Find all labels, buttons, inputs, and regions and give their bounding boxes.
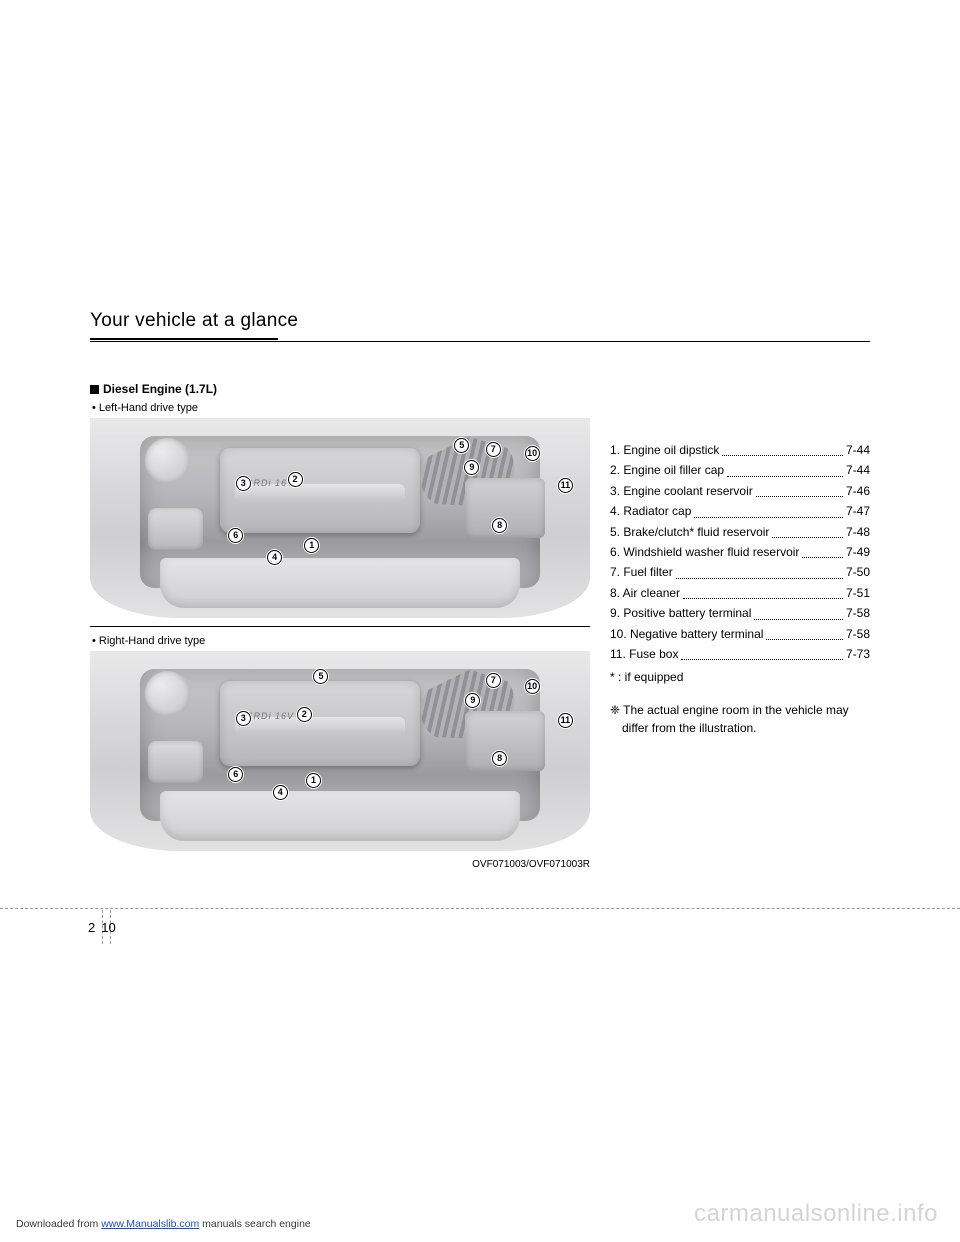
spec-page-ref: 7-58 [846, 603, 870, 623]
square-bullet-icon [90, 385, 99, 394]
spec-label: 11. Fuse box [610, 644, 678, 664]
spec-page-ref: 7-44 [846, 460, 870, 480]
spec-page-ref: 7-50 [846, 562, 870, 582]
figure-reference-code: OVF071003/OVF071003R [90, 859, 590, 870]
engine-cover-shape [220, 448, 420, 533]
title-underline-thick [90, 338, 278, 340]
spec-line: 6. Windshield washer fluid reservoir 7-49 [610, 542, 870, 562]
engine-badge-text: CRDi 16V [246, 478, 294, 488]
page-number-value: 10 [101, 920, 115, 935]
watermark-text: carmanualsonline.info [694, 1200, 938, 1228]
spec-list: 1. Engine oil dipstick7-442. Engine oil … [610, 440, 870, 664]
spec-page-ref: 7-58 [846, 624, 870, 644]
content-area: Your vehicle at a glance Diesel Engine (… [90, 310, 870, 870]
washer-reservoir-shape [148, 508, 203, 550]
drive-type-label-b: • Right-Hand drive type [92, 635, 600, 647]
section-title: Your vehicle at a glance [90, 310, 870, 338]
engine-badge-text: CRDi 16V [246, 711, 294, 721]
diagram-divider [90, 626, 590, 627]
if-equipped-note: * : if equipped [610, 670, 870, 684]
reservoir-shape [145, 671, 190, 716]
leader-dots [681, 644, 842, 660]
spec-page-ref: 7-51 [846, 583, 870, 603]
callout-marker: 3 [236, 711, 251, 726]
callout-marker: 4 [273, 785, 288, 800]
spec-page-ref: 7-44 [846, 440, 870, 460]
callout-marker: 1 [306, 773, 321, 788]
reservoir-shape [145, 438, 190, 483]
spec-line: 11. Fuse box 7-73 [610, 644, 870, 664]
engine-heading: Diesel Engine (1.7L) [90, 382, 600, 396]
illustration-differ-note: ❈ The actual engine room in the vehicle … [610, 702, 870, 737]
spec-page-ref: 7-47 [846, 501, 870, 521]
callout-marker: 2 [288, 472, 303, 487]
chapter-number: 2 [88, 920, 95, 935]
footer-prefix: Downloaded from [16, 1218, 101, 1230]
title-underline-full [90, 341, 870, 342]
leader-dots [772, 522, 843, 538]
engine-diagram-right-hand: CRDi 16V 1234567891011 [90, 651, 590, 851]
page: Your vehicle at a glance Diesel Engine (… [0, 0, 960, 1242]
front-panel-shape [160, 791, 520, 841]
spec-page-ref: 7-49 [846, 542, 870, 562]
leader-dots [754, 603, 843, 619]
leader-dots [722, 440, 843, 456]
engine-diagram-left-hand: CRDi 16V 1234567891011 [90, 418, 590, 618]
spec-list-column: 1. Engine oil dipstick7-442. Engine oil … [610, 382, 870, 870]
washer-reservoir-shape [148, 741, 203, 783]
leader-dots [756, 481, 843, 497]
spec-line: 8. Air cleaner 7-51 [610, 583, 870, 603]
callout-marker: 10 [525, 679, 540, 694]
engine-cover-shape [220, 681, 420, 766]
footer-suffix: manuals search engine [199, 1218, 311, 1230]
leader-dots [683, 583, 843, 599]
spec-label: 9. Positive battery terminal [610, 603, 751, 623]
spec-line: 2. Engine oil filler cap 7-44 [610, 460, 870, 480]
spec-label: 1. Engine oil dipstick [610, 440, 719, 460]
callout-marker: 6 [228, 528, 243, 543]
front-panel-shape [160, 558, 520, 608]
page-number: 2 10 [88, 920, 116, 935]
spec-label: 4. Radiator cap [610, 501, 691, 521]
download-footer: Downloaded from www.Manualslib.com manua… [16, 1218, 311, 1230]
leader-dots [727, 460, 843, 476]
spec-page-ref: 7-46 [846, 481, 870, 501]
spec-line: 5. Brake/clutch* fluid reservoir 7-48 [610, 522, 870, 542]
footer-dashed-rule [0, 908, 960, 909]
leader-dots [802, 542, 843, 558]
spec-line: 4. Radiator cap 7-47 [610, 501, 870, 521]
spec-line: 7. Fuel filter 7-50 [610, 562, 870, 582]
callout-marker: 2 [297, 707, 312, 722]
spec-label: 2. Engine oil filler cap [610, 460, 724, 480]
diagram-column: Diesel Engine (1.7L) • Left-Hand drive t… [90, 382, 600, 870]
spec-label: 7. Fuel filter [610, 562, 673, 582]
spec-line: 3. Engine coolant reservoir 7-46 [610, 481, 870, 501]
callout-marker: 7 [486, 442, 501, 457]
spec-page-ref: 7-73 [846, 644, 870, 664]
callout-marker: 1 [304, 538, 319, 553]
engine-heading-text: Diesel Engine (1.7L) [103, 382, 217, 396]
leader-dots [694, 501, 843, 517]
spec-label: 10. Negative battery terminal [610, 624, 763, 644]
spec-line: 10. Negative battery terminal 7-58 [610, 624, 870, 644]
drive-type-label-a: • Left-Hand drive type [92, 402, 600, 414]
spec-line: 9. Positive battery terminal 7-58 [610, 603, 870, 623]
spec-label: 8. Air cleaner [610, 583, 680, 603]
body-columns: Diesel Engine (1.7L) • Left-Hand drive t… [90, 382, 870, 870]
leader-dots [676, 562, 843, 578]
spec-line: 1. Engine oil dipstick 7-44 [610, 440, 870, 460]
spec-label: 6. Windshield washer fluid reservoir [610, 542, 799, 562]
spec-label: 3. Engine coolant reservoir [610, 481, 753, 501]
callout-marker: 11 [558, 713, 573, 728]
leader-dots [766, 624, 843, 640]
callout-marker: 7 [486, 673, 501, 688]
spec-page-ref: 7-48 [846, 522, 870, 542]
callout-marker: 6 [228, 767, 243, 782]
spec-label: 5. Brake/clutch* fluid reservoir [610, 522, 769, 542]
callout-marker: 3 [236, 476, 251, 491]
footer-link[interactable]: www.Manualslib.com [101, 1218, 199, 1230]
callout-marker: 11 [558, 478, 573, 493]
callout-marker: 10 [525, 446, 540, 461]
